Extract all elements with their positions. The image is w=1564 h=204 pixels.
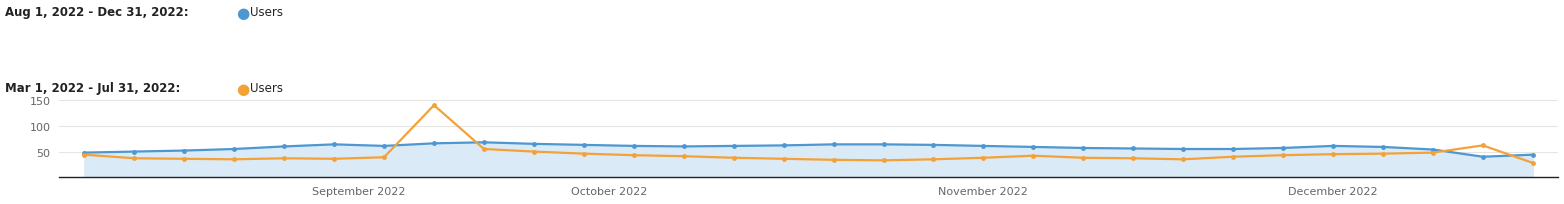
- Text: Users: Users: [250, 6, 283, 19]
- Text: Users: Users: [250, 82, 283, 94]
- Text: Aug 1, 2022 - Dec 31, 2022:: Aug 1, 2022 - Dec 31, 2022:: [5, 6, 188, 19]
- Text: ●: ●: [236, 6, 249, 21]
- Text: ●: ●: [236, 82, 249, 96]
- Text: Mar 1, 2022 - Jul 31, 2022:: Mar 1, 2022 - Jul 31, 2022:: [5, 82, 180, 94]
